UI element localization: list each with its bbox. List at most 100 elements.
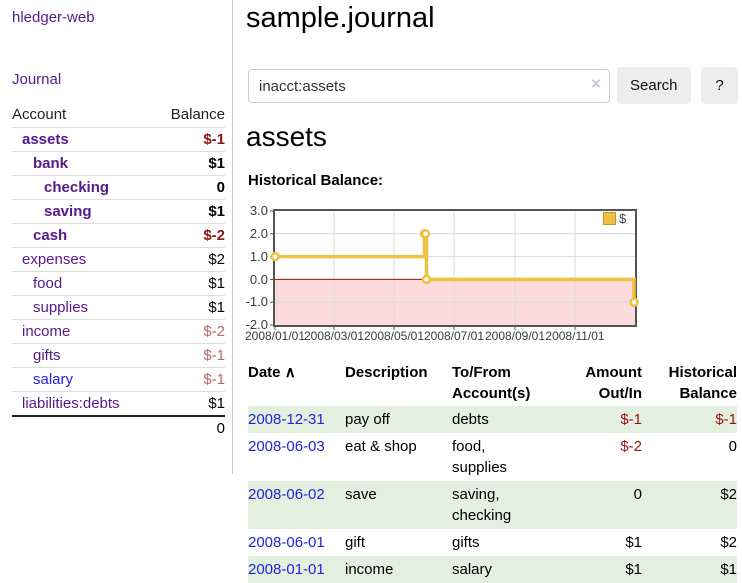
transaction-accounts: saving, checking: [452, 481, 570, 529]
transaction-row: 2008-06-01 gift gifts $1 $2: [248, 529, 737, 556]
accounts-total-row: 0: [12, 415, 225, 440]
transaction-amount: $1: [570, 556, 642, 583]
account-balance: $1: [153, 271, 225, 296]
account-row: expenses $2: [12, 247, 225, 272]
transaction-date-link[interactable]: 2008-06-03: [248, 438, 325, 455]
register-header-row: Date ∧ Description To/From Account(s) Am…: [248, 358, 737, 406]
register-col-description: Description: [345, 364, 428, 381]
transaction-date-link[interactable]: 2008-12-31: [248, 411, 325, 428]
account-row: saving $1: [12, 199, 225, 224]
account-link-assets[interactable]: assets: [22, 131, 69, 148]
sidebar: hledger-web Journal Account Balance asse…: [0, 0, 233, 474]
transaction-row: 2008-12-31 pay off debts $-1 $-1: [248, 406, 737, 433]
transaction-balance: $2: [720, 534, 737, 551]
account-link-bank[interactable]: bank: [33, 155, 69, 172]
accounts-header-row: Account Balance: [12, 104, 225, 128]
account-row: liabilities:debts $1: [12, 391, 225, 416]
y-tick-label: 1.0: [249, 249, 268, 264]
transaction-balance: $2: [642, 481, 737, 529]
register-col-balance: Historical Balance: [668, 364, 737, 402]
account-row: bank $1: [12, 151, 225, 176]
account-link-saving[interactable]: saving: [44, 203, 92, 220]
transaction-balance: $1: [642, 556, 737, 583]
balance-column-header: Balance: [170, 106, 225, 123]
account-balance: $-2: [153, 223, 225, 248]
transaction-description: income: [345, 556, 452, 583]
y-tick-label: -2.0: [245, 317, 268, 332]
transaction-description: save: [345, 481, 452, 529]
transaction-row: 2008-06-03 eat & shop food, supplies $-2…: [248, 433, 737, 481]
transaction-date-link[interactable]: 2008-06-01: [248, 534, 325, 551]
register-col-accounts: To/From Account(s): [452, 364, 531, 402]
account-balance: $-2: [153, 319, 225, 344]
transaction-amount: 0: [570, 481, 642, 529]
sidebar-item-journal[interactable]: Journal: [12, 71, 62, 88]
historical-balance-chart: 3.0 2.0 1.0 0.0 -1.0 -2.0 $ 2008/01/01 2…: [245, 202, 678, 350]
accounts-total-value: 0: [153, 415, 225, 440]
y-tick-label: 0.0: [249, 272, 268, 287]
account-heading: assets: [246, 121, 327, 152]
help-button[interactable]: ?: [701, 67, 738, 104]
y-tick-label: -1.0: [245, 294, 268, 309]
account-balance: $2: [153, 247, 225, 272]
page-title: sample.journal: [246, 2, 435, 34]
account-link-liabilities-debts[interactable]: liabilities:debts: [22, 395, 120, 412]
account-row: food $1: [12, 271, 225, 296]
transaction-balance: 0: [728, 438, 737, 455]
account-balance: $1: [153, 391, 225, 416]
sort-ascending-icon: ∧: [284, 364, 296, 381]
transaction-description: gift: [345, 534, 366, 551]
account-balance: $-1: [153, 343, 225, 368]
account-balance: $1: [153, 151, 225, 176]
transaction-row: 2008-06-02 save saving, checking 0 $2: [248, 481, 737, 529]
account-balance: $-1: [153, 367, 225, 392]
account-row: assets $-1: [12, 127, 225, 152]
x-tick-label: 2008/07/01: [423, 329, 485, 343]
account-link-supplies[interactable]: supplies: [33, 299, 89, 316]
account-link-expenses[interactable]: expenses: [22, 251, 87, 268]
account-link-salary[interactable]: salary: [33, 371, 74, 388]
account-link-cash[interactable]: cash: [33, 227, 68, 244]
y-tick-label: 3.0: [249, 203, 268, 218]
transaction-accounts: salary: [452, 556, 570, 583]
account-link-checking[interactable]: checking: [44, 179, 110, 196]
transaction-balance: $-1: [642, 406, 737, 433]
account-row: supplies $1: [12, 295, 225, 320]
account-row: income $-2: [12, 319, 225, 344]
account-balance: $1: [153, 295, 225, 320]
transaction-accounts: food, supplies: [452, 438, 508, 476]
register-col-amount: Amount Out/In: [585, 364, 642, 402]
transaction-description: eat & shop: [345, 438, 417, 455]
clear-search-icon[interactable]: ×: [591, 74, 601, 93]
transaction-row: 2008-01-01 income salary $1 $1: [248, 556, 737, 583]
account-row: checking 0: [12, 175, 225, 200]
transaction-amount: $-2: [620, 438, 642, 455]
accounts-table: Account Balance assets $-1 bank $1 check…: [12, 104, 225, 440]
brand-link[interactable]: hledger-web: [12, 9, 95, 26]
x-tick-label: 2008/09/01: [484, 329, 546, 343]
transaction-amount: $-1: [570, 406, 642, 433]
chart-title: Historical Balance:: [248, 172, 384, 189]
y-tick-label: 2.0: [249, 226, 268, 241]
account-link-income[interactable]: income: [22, 323, 71, 340]
transaction-date-link[interactable]: 2008-01-01: [248, 561, 325, 578]
search-button[interactable]: Search: [617, 67, 691, 104]
account-balance: $-1: [153, 127, 225, 152]
register-col-date[interactable]: Date ∧: [248, 358, 345, 406]
account-link-food[interactable]: food: [33, 275, 63, 292]
transaction-date-link[interactable]: 2008-06-02: [248, 486, 325, 503]
chart-plot-area: [270, 209, 639, 330]
account-row: gifts $-1: [12, 343, 225, 368]
x-tick-label: 2008/11/01: [545, 329, 605, 343]
transaction-accounts: debts: [452, 406, 570, 433]
chart-legend: $: [603, 211, 626, 226]
account-balance: $1: [153, 199, 225, 224]
register-table: Date ∧ Description To/From Account(s) Am…: [248, 358, 737, 583]
account-link-gifts[interactable]: gifts: [33, 347, 61, 364]
x-tick-label: 2008/05/01: [363, 329, 425, 343]
account-balance: 0: [153, 175, 225, 200]
search-input[interactable]: [248, 69, 610, 103]
chart-canvas: [270, 210, 639, 330]
x-tick-label: 2008/03/01: [303, 329, 365, 343]
transaction-description: pay off: [345, 406, 452, 433]
